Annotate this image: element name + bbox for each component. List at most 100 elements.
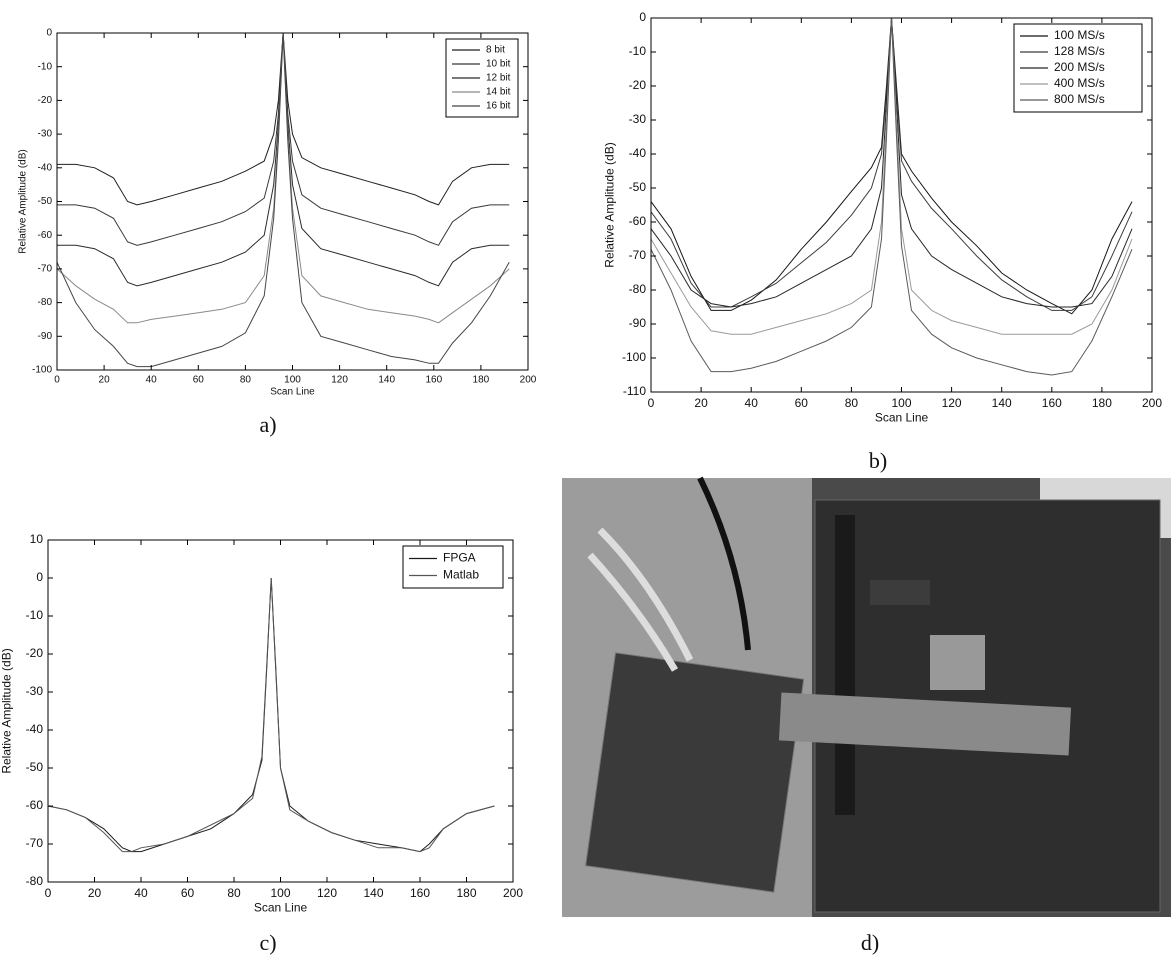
y-tick-label: -70 [26, 836, 44, 850]
y-tick-label: -70 [38, 264, 53, 275]
cable [697, 476, 751, 651]
y-tick-label: 0 [36, 570, 43, 584]
panel-label: b) [869, 448, 887, 473]
x-tick-label: 80 [227, 886, 241, 900]
y-tick-label: -110 [623, 384, 646, 398]
y-tick-label: -80 [629, 282, 647, 296]
x-tick-label: 60 [181, 886, 195, 900]
x-tick-label: 160 [425, 375, 442, 386]
y-tick-label: -60 [26, 798, 44, 812]
y-tick-label: -10 [629, 44, 647, 58]
panel-label: a) [259, 412, 276, 437]
x-tick-label: 200 [520, 375, 537, 386]
legend-label: 128 MS/s [1054, 44, 1105, 58]
x-tick-label: 120 [317, 886, 337, 900]
connector [835, 515, 855, 815]
legend-label: 14 bit [486, 87, 511, 98]
x-tick-label: 100 [270, 886, 290, 900]
series-line [56, 32, 510, 324]
x-axis-label: Scan Line [254, 901, 308, 915]
series-line [57, 32, 510, 206]
y-axis-label: Relative Amplitude (dB) [602, 142, 616, 267]
x-tick-label: 20 [99, 375, 111, 386]
x-tick-label: 200 [1142, 396, 1162, 410]
x-tick-label: 40 [146, 375, 158, 386]
x-tick-label: 140 [363, 886, 383, 900]
y-tick-label: 0 [639, 10, 646, 24]
x-tick-label: 120 [942, 396, 962, 410]
y-tick-label: -100 [622, 350, 646, 364]
x-tick-label: 180 [473, 375, 490, 386]
y-tick-label: -90 [629, 316, 647, 330]
y-tick-label: -40 [26, 722, 44, 736]
chip [930, 635, 985, 690]
y-tick-label: 0 [46, 28, 52, 39]
plot-frame [47, 539, 514, 883]
y-tick-label: -80 [38, 297, 53, 308]
x-tick-label: 180 [456, 886, 476, 900]
series-line [47, 577, 495, 853]
legend-label: 200 MS/s [1054, 60, 1105, 74]
series-line [47, 577, 495, 853]
x-tick-label: 180 [1092, 396, 1112, 410]
panel-label: d) [861, 930, 879, 955]
y-tick-label: -20 [26, 646, 44, 660]
legend-label: 10 bit [486, 59, 511, 70]
y-tick-label: -50 [38, 196, 53, 207]
legend-label: 800 MS/s [1054, 92, 1105, 106]
x-tick-label: 140 [378, 375, 395, 386]
photo [562, 476, 1171, 917]
x-tick-label: 60 [795, 396, 809, 410]
x-tick-label: 160 [1042, 396, 1062, 410]
y-tick-label: -30 [26, 684, 44, 698]
y-tick-label: -40 [38, 162, 53, 173]
y-tick-label: -20 [629, 78, 647, 92]
x-axis-label: Scan Line [875, 411, 929, 425]
x-tick-label: 160 [410, 886, 430, 900]
legend-label: 16 bit [486, 101, 511, 112]
y-tick-label: -60 [629, 214, 647, 228]
x-tick-label: 140 [992, 396, 1012, 410]
x-tick-label: 0 [45, 886, 52, 900]
series-line [57, 32, 510, 287]
legend-label: 100 MS/s [1054, 28, 1105, 42]
y-tick-label: -20 [38, 95, 53, 106]
y-tick-label: -40 [629, 146, 647, 160]
adc-board [585, 652, 805, 893]
y-tick-label: -30 [629, 112, 647, 126]
legend-label: 8 bit [486, 45, 505, 56]
x-axis-label: Scan Line [270, 387, 315, 398]
y-tick-label: -80 [26, 874, 44, 888]
panel-label: c) [259, 930, 276, 955]
legend-label: Matlab [443, 568, 479, 582]
ribbon-cable [778, 692, 1072, 756]
logo [870, 580, 930, 605]
chart: 0 20 40 60 80 100 120 140 160 180 200100-10-20-30-… [0, 532, 523, 914]
legend-label: 400 MS/s [1054, 76, 1105, 90]
x-tick-label: 120 [331, 375, 348, 386]
x-tick-label: 100 [891, 396, 911, 410]
x-tick-label: 40 [134, 886, 148, 900]
x-tick-label: 80 [240, 375, 252, 386]
y-tick-label: -100 [32, 365, 52, 376]
series-line [57, 32, 510, 246]
y-axis-label: Relative Amplitude (dB) [0, 648, 13, 773]
x-tick-label: 20 [88, 886, 102, 900]
chart: 0 20 40 60 80 100 120 140 160 180 200 0 -10 -20 -30 -40… [18, 28, 537, 398]
y-tick-label: -10 [26, 608, 44, 622]
y-tick-label: -90 [38, 331, 53, 342]
y-tick-label: 10 [30, 532, 44, 546]
x-tick-label: 200 [503, 886, 523, 900]
legend-label: 12 bit [486, 73, 511, 84]
y-tick-label: -70 [629, 248, 647, 262]
x-tick-label: 40 [745, 396, 759, 410]
y-tick-label: -10 [38, 61, 53, 72]
x-tick-label: 60 [193, 375, 205, 386]
y-tick-label: -50 [26, 760, 44, 774]
x-tick-label: 80 [845, 396, 859, 410]
y-tick-label: -60 [38, 230, 53, 241]
chart: 0 20 40 60 80 100 120 140 160 180 200 0 -10 -20 -30 -40… [602, 10, 1162, 424]
cables [587, 527, 694, 672]
y-tick-label: -50 [629, 180, 647, 194]
